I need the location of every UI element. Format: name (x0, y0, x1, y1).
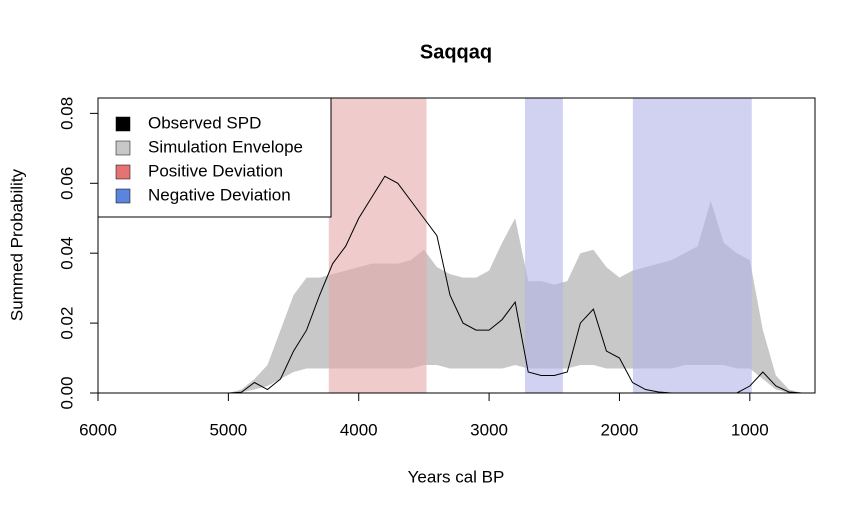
x-axis-label: Years cal BP (408, 467, 505, 486)
negative-deviation-region (632, 98, 752, 393)
legend-label: Positive Deviation (148, 161, 283, 180)
legend-box (97, 97, 332, 218)
y-tick-label: 0.08 (57, 97, 76, 130)
negative-deviation-region (524, 98, 563, 393)
y-tick-label: 0.00 (57, 376, 76, 409)
legend-label: Negative Deviation (148, 185, 291, 204)
x-tick-label: 1000 (731, 420, 769, 439)
x-tick-label: 4000 (340, 420, 378, 439)
legend-swatch (115, 140, 131, 156)
legend-swatch (115, 116, 131, 132)
y-axis-label: Summed Probability (7, 168, 26, 321)
y-tick-label: 0.04 (57, 237, 76, 270)
y-tick-label: 0.02 (57, 307, 76, 340)
legend-swatch (115, 164, 131, 180)
legend-swatch (115, 188, 131, 204)
x-tick-label: 3000 (470, 420, 508, 439)
y-tick-label: 0.06 (57, 167, 76, 200)
positive-deviation-region (328, 98, 427, 393)
legend-label: Observed SPD (148, 113, 261, 132)
x-tick-label: 2000 (601, 420, 639, 439)
x-tick-label: 5000 (209, 420, 247, 439)
x-tick-label: 6000 (79, 420, 117, 439)
legend-label: Simulation Envelope (148, 137, 303, 156)
chart-title: Saqqaq (420, 41, 492, 63)
